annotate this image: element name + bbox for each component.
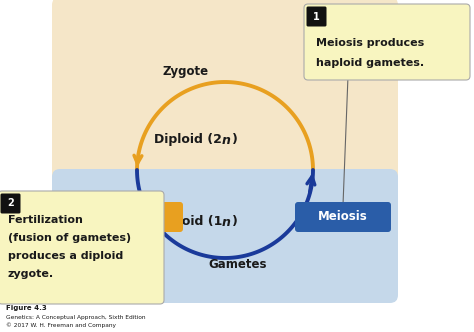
FancyBboxPatch shape <box>307 7 327 27</box>
FancyBboxPatch shape <box>59 202 183 232</box>
Text: (fusion of gametes): (fusion of gametes) <box>8 233 131 243</box>
FancyBboxPatch shape <box>0 191 164 304</box>
Text: Haploid (1: Haploid (1 <box>150 215 222 228</box>
FancyBboxPatch shape <box>0 194 20 213</box>
Text: Meiosis produces: Meiosis produces <box>316 38 424 48</box>
FancyBboxPatch shape <box>52 0 398 203</box>
Text: n: n <box>222 133 231 146</box>
Text: Zygote: Zygote <box>163 65 209 78</box>
Text: 1: 1 <box>313 12 320 22</box>
Text: 2: 2 <box>7 199 14 208</box>
FancyBboxPatch shape <box>295 202 391 232</box>
Text: © 2017 W. H. Freeman and Company: © 2017 W. H. Freeman and Company <box>6 322 116 328</box>
Text: Genetics: A Conceptual Approach, Sixth Edition: Genetics: A Conceptual Approach, Sixth E… <box>6 314 146 319</box>
FancyBboxPatch shape <box>304 4 470 80</box>
Text: ): ) <box>232 215 238 228</box>
Text: Fertilization: Fertilization <box>8 215 83 225</box>
Text: haploid gametes.: haploid gametes. <box>316 58 424 68</box>
Text: produces a diploid: produces a diploid <box>8 251 123 261</box>
Text: Meiosis: Meiosis <box>318 210 368 223</box>
Text: zygote.: zygote. <box>8 269 54 279</box>
Text: ): ) <box>232 133 238 146</box>
FancyBboxPatch shape <box>52 169 398 303</box>
Text: Fertilization: Fertilization <box>81 210 161 223</box>
Text: n: n <box>222 215 231 228</box>
Text: Gametes: Gametes <box>209 259 267 272</box>
Text: Diploid (2: Diploid (2 <box>154 133 222 146</box>
Text: Figure 4.3: Figure 4.3 <box>6 305 47 311</box>
